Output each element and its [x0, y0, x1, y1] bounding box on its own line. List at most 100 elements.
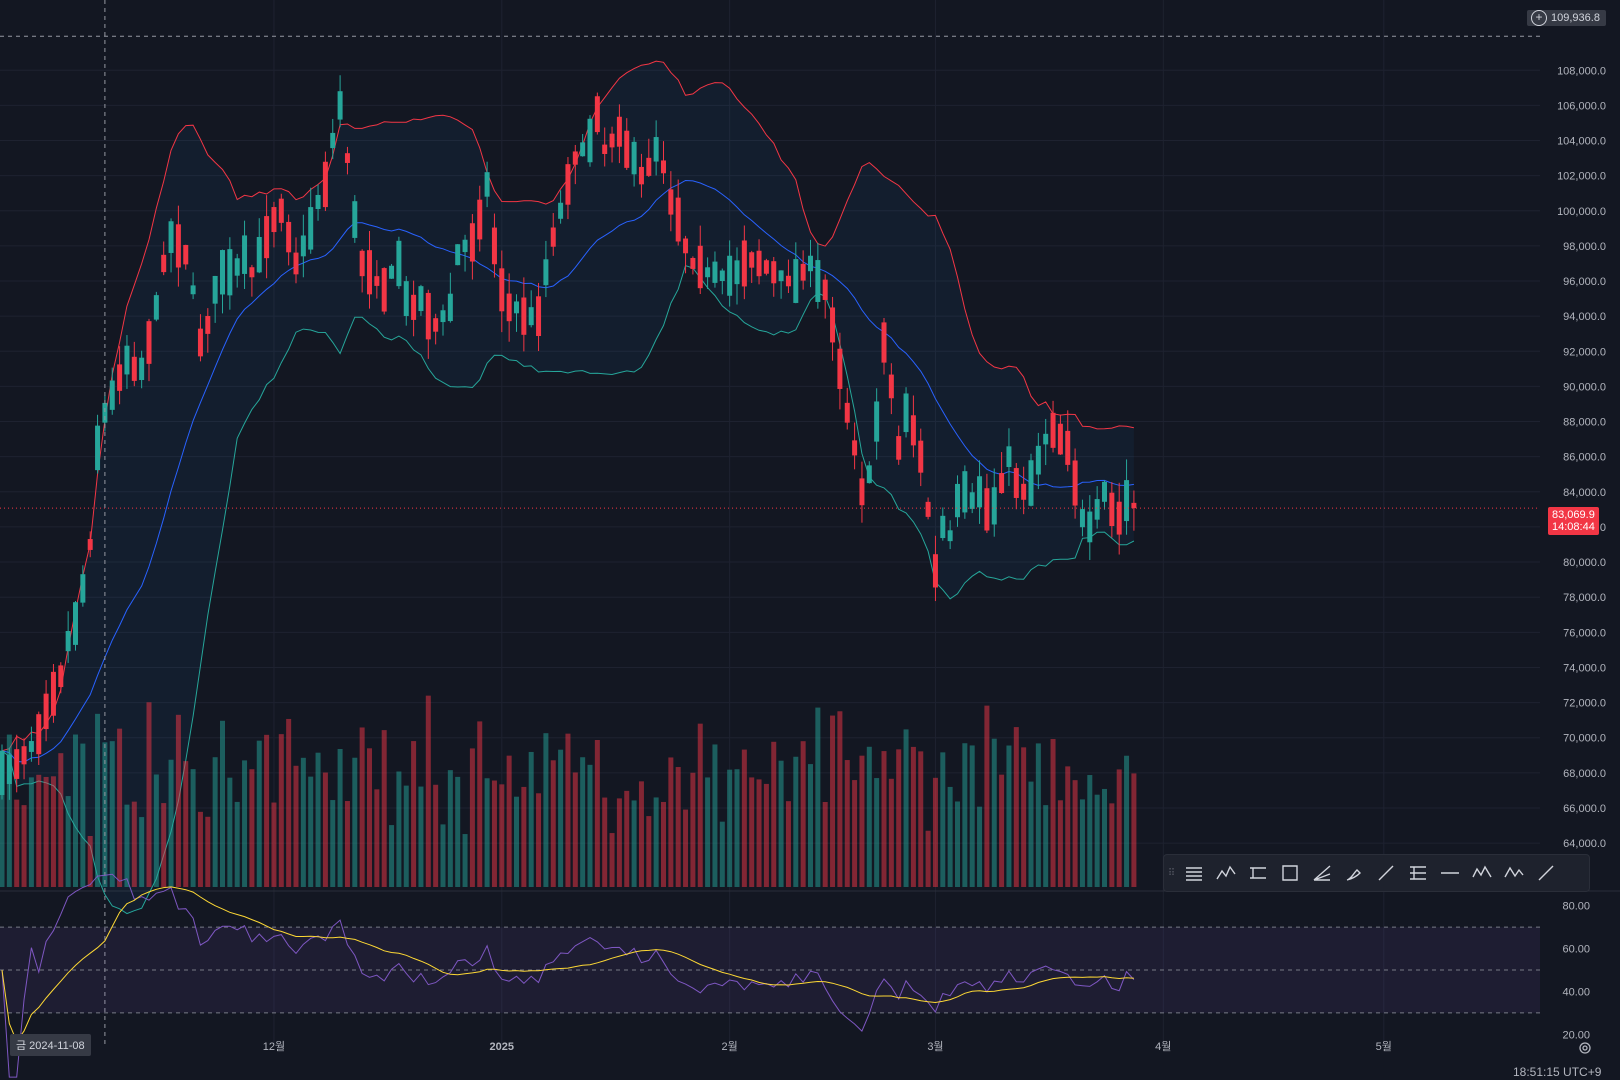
- candle-body: [161, 254, 167, 273]
- volume-bar: [1006, 745, 1012, 887]
- candle-body: [212, 275, 218, 304]
- candle-body: [50, 671, 56, 716]
- volume-bar: [462, 834, 468, 887]
- volume-bar: [594, 739, 600, 887]
- abcd-pattern-tool-button[interactable]: [1211, 858, 1241, 888]
- candle-body: [572, 151, 578, 165]
- candle-body: [896, 436, 902, 460]
- volume-bar: [815, 707, 821, 887]
- candle-body: [43, 693, 49, 730]
- candle-body: [205, 316, 211, 334]
- candle-body: [168, 221, 174, 253]
- ruler-lines-icon: [1410, 866, 1426, 880]
- price-tick-label: 98,000.0: [1563, 241, 1606, 253]
- candle-body: [705, 267, 711, 278]
- candle-body: [175, 224, 181, 268]
- candle-body: [491, 227, 497, 265]
- volume-bar: [1131, 773, 1137, 887]
- volume-bar: [330, 800, 336, 887]
- volume-bar: [234, 801, 240, 887]
- volume-bar: [124, 804, 130, 887]
- volume-bar: [337, 749, 343, 887]
- volume-bar: [874, 778, 880, 887]
- volume-bar: [131, 801, 137, 887]
- volume-bar: [190, 769, 196, 887]
- volume-bar: [1028, 781, 1034, 887]
- drag-handle-icon[interactable]: ⠿: [1167, 867, 1175, 879]
- price-tick-label: 90,000.0: [1563, 381, 1606, 393]
- candle-body: [447, 293, 453, 322]
- candle-body: [594, 96, 600, 133]
- candle-body: [344, 153, 350, 163]
- basis-line: [1, 179, 1134, 763]
- candle-body: [249, 267, 255, 278]
- candle-body: [1094, 499, 1100, 520]
- wave-pattern-tool-button[interactable]: [1499, 858, 1529, 888]
- volume-bar: [344, 801, 350, 887]
- brush-tool-button[interactable]: [1339, 858, 1369, 888]
- volume-bar: [469, 748, 475, 887]
- candle-body: [616, 116, 622, 147]
- current-price-label: 83,069.9 14:08:44: [1548, 507, 1599, 535]
- candle-body: [1109, 492, 1115, 527]
- volume-bar: [117, 728, 123, 887]
- trend-line-tool-button[interactable]: [1371, 858, 1401, 888]
- volume-bar: [756, 779, 762, 887]
- volume-bar: [616, 798, 622, 887]
- rsi-tick-label: 80.00: [1562, 901, 1590, 913]
- rectangle-tool-button[interactable]: [1275, 858, 1305, 888]
- candle-body: [124, 345, 130, 375]
- horizontal-ray-tool-button[interactable]: [1435, 858, 1465, 888]
- volume-bar: [609, 833, 615, 887]
- volume-bar: [1035, 743, 1041, 887]
- candle-body: [947, 530, 953, 542]
- elliott-wave-tool-button[interactable]: [1467, 858, 1497, 888]
- candle-body: [991, 487, 997, 525]
- candle-body: [462, 239, 468, 253]
- price-axis[interactable]: 108,000.0 106,000.0 104,000.0 102,000.0 100,…: [1557, 65, 1606, 1041]
- trend-line-icon: [1378, 865, 1394, 881]
- candle-body: [440, 310, 446, 323]
- volume-bar: [256, 740, 262, 887]
- candle-body: [1087, 511, 1093, 543]
- price-tick-label: 80,000.0: [1563, 557, 1606, 569]
- add-alert-plus-icon[interactable]: +: [1531, 10, 1547, 26]
- fib-fan-tool-button[interactable]: [1307, 858, 1337, 888]
- candle-body: [65, 631, 71, 652]
- horizontal-lines-tool-button[interactable]: [1179, 858, 1209, 888]
- volume-bar: [242, 760, 248, 887]
- time-axis[interactable]: 12월 2025 2월 3월 4월 5월: [263, 1040, 1392, 1053]
- volume-bar: [859, 755, 865, 887]
- parallel-lines-tool-button[interactable]: [1243, 858, 1273, 888]
- volume-bar: [822, 801, 828, 887]
- volume-bar: [881, 751, 887, 887]
- candle-body: [131, 356, 137, 381]
- volume-bar: [712, 744, 718, 887]
- volume-bar: [1043, 805, 1049, 887]
- candle-body: [58, 665, 64, 688]
- current-price-value: 83,069.9: [1552, 509, 1595, 521]
- volume-bar: [918, 751, 924, 887]
- settings-gear-icon[interactable]: [1577, 1040, 1593, 1056]
- candle-body: [308, 207, 314, 250]
- rsi-tick-label: 20.00: [1562, 1029, 1590, 1041]
- volume-bar: [227, 777, 233, 887]
- volume-bar: [278, 734, 284, 887]
- volume-bar: [21, 805, 27, 887]
- candle-body: [197, 328, 203, 357]
- candle-body: [337, 91, 343, 120]
- candle-body: [381, 268, 387, 312]
- volume-bar: [668, 757, 674, 887]
- volume-bar: [153, 774, 159, 887]
- volume-bar: [1087, 775, 1093, 887]
- candle-body: [800, 263, 806, 281]
- candle-body: [455, 244, 461, 266]
- candle-body: [6, 754, 12, 785]
- candle-body: [602, 144, 608, 154]
- candle-body: [609, 133, 615, 148]
- diagonal-line-tool-button[interactable]: [1531, 858, 1561, 888]
- lower-band-line: [1, 264, 1135, 915]
- ruler-lines-tool-button[interactable]: [1403, 858, 1433, 888]
- volume-bar: [763, 783, 769, 887]
